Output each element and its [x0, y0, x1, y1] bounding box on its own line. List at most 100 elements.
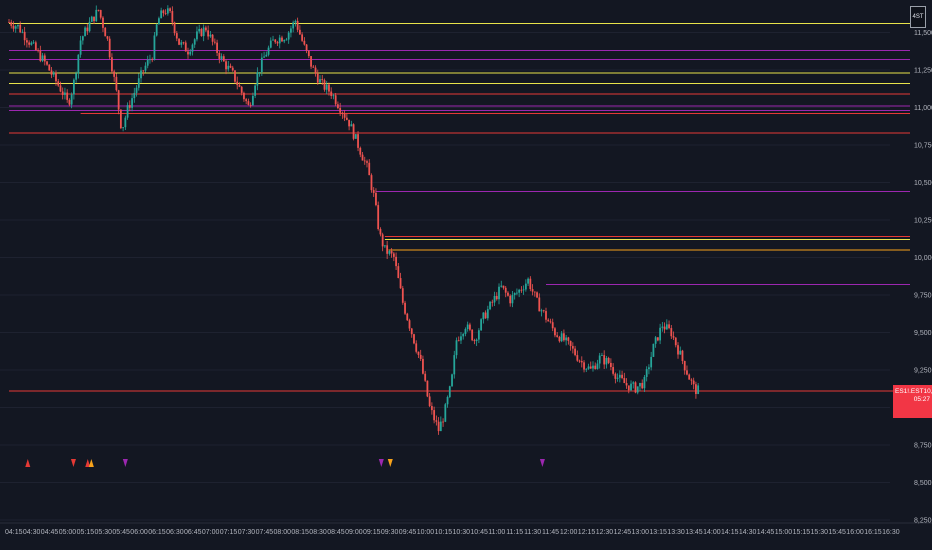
candle-body [171, 11, 174, 23]
candle-body [583, 362, 585, 370]
x-tick-label: 08:15 [291, 529, 309, 536]
candle-body [321, 79, 324, 81]
candle-body [419, 354, 422, 359]
candle-body [495, 295, 498, 300]
x-tick-label: 13:45 [685, 529, 703, 536]
candle-body [43, 55, 46, 62]
candle-body [462, 333, 465, 337]
y-tick-label: 11,000.00 [914, 105, 932, 112]
y-tick-label: 10,500.00 [914, 180, 932, 187]
candle-body [625, 383, 628, 386]
candle-body [337, 104, 339, 109]
candle-body [10, 22, 13, 26]
candle-body [677, 345, 679, 355]
y-tick-label: 9,750.00 [914, 293, 932, 300]
candle-body [634, 382, 637, 393]
candle-body [263, 56, 265, 58]
x-tick-label: 10:45 [470, 529, 488, 536]
candle-body [491, 301, 494, 303]
candle-body [453, 355, 456, 375]
signal-marker [70, 459, 76, 467]
x-tick-label: 12:00 [560, 529, 578, 536]
candle-body [605, 357, 608, 365]
candle-body [149, 59, 151, 61]
price-badge-countdown: 05:27 [913, 396, 930, 403]
candle-body [381, 234, 384, 247]
x-tick-label: 09:45 [399, 529, 417, 536]
candle-body [285, 39, 288, 41]
candle-body [196, 31, 198, 40]
candle-body [542, 310, 545, 312]
candle-body [632, 382, 635, 384]
candle-body [469, 324, 471, 330]
x-tick-label: 13:15 [649, 529, 667, 536]
timeframe-badge-label: 4ST [912, 14, 924, 20]
candle-body [482, 312, 485, 320]
candle-body [460, 336, 462, 341]
candle-body [146, 59, 149, 66]
x-tick-label: 15:15 [793, 529, 811, 536]
candle-body [444, 404, 447, 422]
candle-body [679, 350, 682, 355]
y-tick-label: 10,250.00 [914, 218, 932, 225]
candle-body [135, 87, 138, 93]
candle-body [162, 10, 165, 14]
candle-body [41, 55, 44, 61]
candle-body [231, 67, 234, 71]
candle-body [417, 351, 420, 355]
candle-body [674, 337, 677, 346]
candle-body [587, 366, 590, 369]
candle-body [236, 81, 239, 86]
candle-body [173, 22, 176, 34]
candle-body [466, 324, 469, 329]
candle-body [99, 10, 102, 18]
x-tick-label: 12:30 [596, 529, 614, 536]
timeframe-badge[interactable]: 4ST [910, 6, 926, 28]
candle-body [151, 59, 154, 61]
price-badge-price: 10,950.00 [923, 388, 932, 395]
candle-body [513, 292, 516, 296]
candle-body [84, 27, 86, 37]
x-tick-label: 07:15 [220, 529, 238, 536]
candle-body [57, 81, 60, 86]
candle-body [117, 90, 120, 110]
candle-body [26, 40, 28, 43]
candle-body [574, 348, 576, 356]
x-tick-label: 12:15 [578, 529, 596, 536]
candle-body [251, 95, 254, 106]
candle-body [158, 18, 160, 25]
candle-body [406, 313, 409, 321]
candle-body [102, 17, 104, 28]
candle-body [607, 357, 610, 363]
candle-body [661, 326, 664, 328]
candle-body [21, 31, 24, 33]
candle-body [659, 327, 662, 341]
candle-body [585, 368, 588, 370]
candle-body [372, 190, 375, 193]
signal-marker [378, 459, 384, 467]
candle-body [410, 328, 413, 335]
x-tick-label: 15:45 [828, 529, 846, 536]
x-tick-label: 09:15 [363, 529, 381, 536]
candle-body [686, 370, 688, 375]
candle-body [692, 380, 695, 385]
candle-body [415, 343, 418, 352]
candle-body [399, 278, 402, 289]
candle-body [46, 61, 48, 65]
candle-body [368, 162, 371, 176]
candle-body [413, 334, 415, 344]
x-tick-label: 14:30 [739, 529, 757, 536]
candle-body [218, 52, 221, 59]
candle-body [502, 285, 505, 288]
candle-body [563, 333, 565, 341]
signal-marker [539, 459, 545, 467]
candle-body [636, 386, 639, 393]
x-tick-label: 11:00 [488, 529, 505, 536]
x-tick-label: 15:00 [775, 529, 793, 536]
candle-body [589, 366, 592, 369]
candle-body [240, 86, 243, 93]
candle-body [169, 8, 171, 12]
candle-body [654, 337, 657, 344]
candle-body [348, 119, 350, 127]
